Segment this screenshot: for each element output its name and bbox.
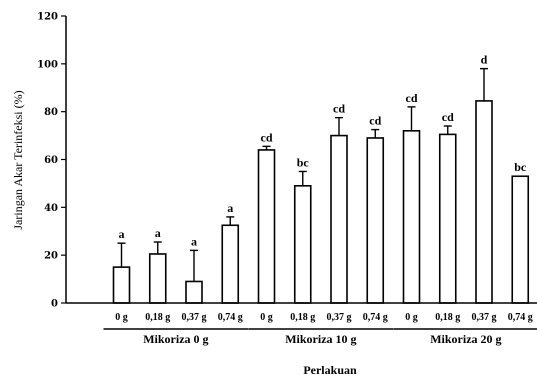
x-tick-label: 0,18 g bbox=[435, 312, 460, 323]
bar bbox=[366, 137, 385, 304]
y-tick-label: 0 bbox=[51, 299, 58, 310]
x-tick-label: 0 g bbox=[115, 312, 128, 323]
bar bbox=[438, 133, 457, 304]
significance-letter: a bbox=[119, 227, 125, 241]
significance-letter: cd bbox=[261, 130, 273, 144]
y-tick-label: 100 bbox=[37, 59, 58, 70]
significance-letter: cd bbox=[442, 110, 454, 124]
group-label: Mikoriza 0 g bbox=[143, 332, 208, 346]
bar bbox=[221, 224, 240, 304]
x-tick-label: 0,37 g bbox=[182, 312, 207, 323]
x-tick-label: 0,18 g bbox=[145, 312, 170, 323]
x-tick-label: 0 g bbox=[405, 312, 418, 323]
group-label: Mikoriza 20 g bbox=[430, 332, 501, 346]
y-tick-label: 120 bbox=[37, 12, 58, 23]
y-tick-label: 80 bbox=[44, 107, 58, 118]
y-tick-label: 20 bbox=[44, 251, 58, 262]
x-tick-label: 0,37 g bbox=[327, 312, 352, 323]
x-tick-label: 0 g bbox=[260, 312, 273, 323]
significance-letter: bc bbox=[297, 155, 310, 169]
bar bbox=[112, 266, 131, 304]
bar bbox=[293, 185, 312, 304]
x-tick-label: 0,37 g bbox=[472, 312, 497, 323]
significance-letter: a bbox=[155, 226, 161, 240]
x-axis: 0 g 0,18 g 0,37 g 0,74 g 0 g 0,18 g 0,37 g 0,74… bbox=[66, 302, 537, 346]
significance-letter: a bbox=[191, 234, 197, 248]
y-tick-label: 40 bbox=[44, 203, 58, 214]
x-tick-label: 0,74 g bbox=[218, 312, 243, 323]
significance-letter: d bbox=[481, 53, 488, 67]
significance-letter: cd bbox=[369, 114, 381, 128]
bars: a a a a cd bc cd cd cd cd d bc bbox=[112, 53, 530, 304]
significance-letter: bc bbox=[514, 160, 527, 174]
x-axis-title: Perlakuan bbox=[303, 363, 357, 377]
x-tick-label: 0,74 g bbox=[363, 312, 388, 323]
y-axis: 0 20 40 60 80 100 120 bbox=[37, 12, 67, 310]
x-tick-label: 0,74 g bbox=[508, 312, 533, 323]
bar bbox=[475, 100, 493, 304]
significance-letter: cd bbox=[333, 102, 345, 116]
significance-letter: a bbox=[227, 201, 233, 215]
y-tick-label: 60 bbox=[44, 155, 58, 166]
x-tick-label: 0,18 g bbox=[290, 312, 315, 323]
bar bbox=[257, 149, 276, 304]
bar bbox=[511, 175, 530, 304]
bar bbox=[402, 130, 421, 304]
y-axis-title: Jaringan Akar Terinfeksi (%) bbox=[11, 90, 25, 229]
bar bbox=[148, 253, 167, 304]
bar bbox=[330, 134, 348, 304]
significance-letter: cd bbox=[406, 91, 418, 105]
bar bbox=[185, 280, 203, 304]
group-label: Mikoriza 10 g bbox=[285, 332, 356, 346]
